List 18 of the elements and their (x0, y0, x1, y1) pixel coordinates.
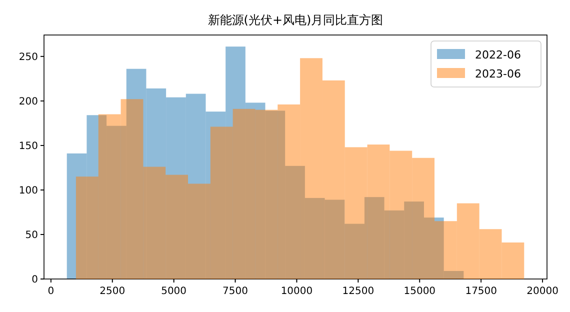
x-tick-label: 0 (48, 286, 54, 297)
y-tick-label: 250 (18, 52, 38, 63)
y-tick-label: 200 (18, 96, 38, 108)
x-tick-label: 2500 (100, 286, 126, 297)
x-tick-label: 10000 (280, 286, 313, 297)
x-tick-label: 15000 (404, 286, 436, 297)
y-tick-label: 0 (32, 274, 38, 286)
chart-title: 新能源(光伏+风电)月同比直方图 (208, 13, 384, 27)
x-tick-label: 17500 (465, 286, 498, 297)
y-tick-label: 50 (25, 230, 38, 241)
x-tick-label: 5000 (161, 286, 187, 297)
y-tick-label: 100 (18, 185, 38, 196)
x-tick-label: 7500 (222, 286, 248, 297)
legend-label: 2022-06 (475, 48, 521, 62)
x-tick-label: 20000 (526, 286, 558, 297)
legend-label: 2023-06 (475, 68, 521, 80)
y-tick-label: 150 (18, 140, 38, 152)
x-tick-label: 12500 (342, 286, 374, 297)
